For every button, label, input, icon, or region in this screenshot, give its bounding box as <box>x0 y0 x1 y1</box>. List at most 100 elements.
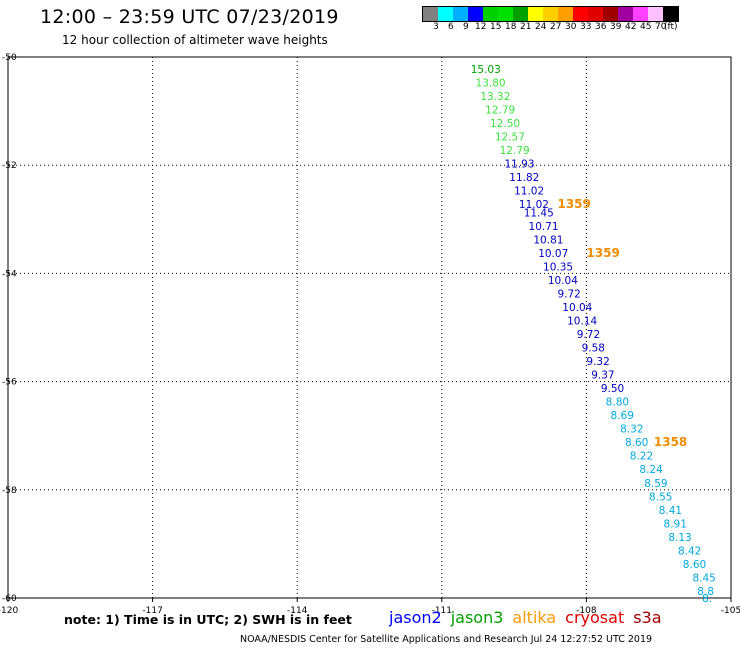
wave-height-label: 11.93 <box>504 159 534 171</box>
pass-time-label: 1359 <box>586 246 619 260</box>
color-swatch <box>648 7 663 21</box>
color-swatch <box>423 7 438 21</box>
wave-height-label: 9.72 <box>577 329 600 341</box>
satellite-legend: jason2 jason3 altika cryosat s3a <box>389 608 671 627</box>
wave-height-label: 10.04 <box>548 275 578 287</box>
wave-height-label: 8.24 <box>639 464 663 476</box>
wave-height-label: 10.04 <box>562 302 592 314</box>
color-scale-label: 39 <box>610 22 622 32</box>
wave-height-label: 8.80 <box>606 397 629 409</box>
color-scale-label: 70 <box>655 22 667 32</box>
wave-height-label: 11.45 <box>524 207 554 219</box>
wave-height-label: 8.22 <box>630 451 653 463</box>
x-tick-label: -111 <box>432 606 452 616</box>
wave-height-label: 10.35 <box>543 261 573 273</box>
wave-height-label: 12.57 <box>495 132 525 144</box>
x-tick-label: -108 <box>576 606 597 616</box>
chart-title: 12:00 – 23:59 UTC 07/23/2019 <box>40 6 339 28</box>
pass-time-label: 1358 <box>654 435 687 449</box>
x-tick-label: -117 <box>142 606 162 616</box>
y-tick-label: -50 <box>2 53 17 63</box>
color-swatch <box>453 7 468 21</box>
color-swatch <box>603 7 618 21</box>
color-scale-label: 3 <box>433 22 439 32</box>
y-tick-label: -60 <box>2 594 17 604</box>
color-scale-label: 36 <box>595 22 607 32</box>
color-scale-label: 33 <box>580 22 592 32</box>
x-tick-label: -114 <box>287 606 308 616</box>
wave-height-label: 12.79 <box>485 104 515 116</box>
color-swatch <box>618 7 633 21</box>
wave-height-label: 15.03 <box>471 64 501 76</box>
axis-ticks: -120 -117 -114 -111 -108 -105 -50 -52 -54 -56 -58 -… <box>0 53 740 616</box>
color-scale-label: 27 <box>550 22 562 32</box>
color-swatch <box>588 7 603 21</box>
plot-frame <box>7 56 732 599</box>
wave-height-label: 8.60 <box>625 437 648 449</box>
wave-height-label: 12.79 <box>500 145 530 157</box>
wave-height-label: 9.32 <box>586 356 609 368</box>
footer-credit: NOAA/NESDIS Center for Satellite Applica… <box>240 634 653 645</box>
y-tick-label: -54 <box>2 269 17 279</box>
satellite-legend-item: jason2 <box>389 608 442 627</box>
color-scale-label: (ft) <box>664 22 678 32</box>
pass-time-label: 1359 <box>557 197 590 211</box>
grid-lines <box>8 57 731 598</box>
color-scale-label: 9 <box>463 22 469 32</box>
color-scale-label: 42 <box>625 22 637 32</box>
wave-height-label: 8.91 <box>664 518 687 530</box>
y-tick-label: -56 <box>2 378 17 388</box>
color-scale-label: 45 <box>640 22 652 32</box>
color-scale-label: 30 <box>565 22 577 32</box>
wave-height-label: 11.02 <box>514 186 544 198</box>
wave-height-label: 9.50 <box>601 383 624 395</box>
satellite-legend-item: cryosat <box>565 608 625 627</box>
wave-height-label: 8.55 <box>649 491 672 503</box>
wave-height-label: 8. <box>702 593 712 605</box>
color-scale-bar <box>422 6 679 22</box>
wave-height-label: 9.37 <box>591 370 614 382</box>
wave-height-label: 10.81 <box>533 234 563 246</box>
color-scale-label: 12 <box>475 22 487 32</box>
y-tick-label: -58 <box>2 486 17 496</box>
color-scale-label: 24 <box>535 22 547 32</box>
color-scale-label: 18 <box>505 22 517 32</box>
wave-height-label: 8.42 <box>678 545 701 557</box>
color-swatch <box>438 7 453 21</box>
wave-height-label: 8.59 <box>644 478 667 490</box>
wave-height-label: 9.72 <box>557 288 580 300</box>
color-swatch <box>543 7 558 21</box>
color-swatch <box>573 7 588 21</box>
color-scale-label: 6 <box>448 22 454 32</box>
pass-time-labels: 1359 1359 1358 <box>557 197 687 449</box>
color-swatch <box>513 7 528 21</box>
wave-height-label: 8.69 <box>611 410 634 422</box>
wave-height-label: 8.60 <box>683 559 706 571</box>
wave-height-label: 8.32 <box>620 424 643 436</box>
color-swatch <box>483 7 498 21</box>
wave-height-label: 9.58 <box>582 343 605 355</box>
satellite-legend-item: jason3 <box>450 608 504 627</box>
wave-height-label: 13.32 <box>480 91 510 103</box>
units-note: note: 1) Time is in UTC; 2) SWH is in fe… <box>64 612 352 627</box>
wave-height-label: 10.14 <box>567 315 597 327</box>
wave-height-label: 10.07 <box>538 248 568 260</box>
plot-border <box>7 56 732 599</box>
x-tick-label: -105 <box>721 606 740 616</box>
wave-height-label: 11.82 <box>509 172 539 184</box>
satellite-legend-item: altika <box>512 608 557 627</box>
color-swatch <box>633 7 648 21</box>
color-scale-label: 15 <box>490 22 502 32</box>
color-swatch <box>498 7 513 21</box>
wave-height-label: 10.71 <box>529 221 559 233</box>
wave-height-label: 8.13 <box>668 532 691 544</box>
color-swatch <box>663 7 678 21</box>
chart-subtitle: 12 hour collection of altimeter wave hei… <box>62 33 328 47</box>
wave-height-label: 8.41 <box>659 505 682 517</box>
wave-height-label: 13.80 <box>476 77 506 89</box>
satellite-legend-item: s3a <box>633 608 662 627</box>
x-tick-label: -120 <box>0 606 18 616</box>
wave-height-label: 12.50 <box>490 118 520 130</box>
wave-height-label: 8.45 <box>692 572 715 584</box>
